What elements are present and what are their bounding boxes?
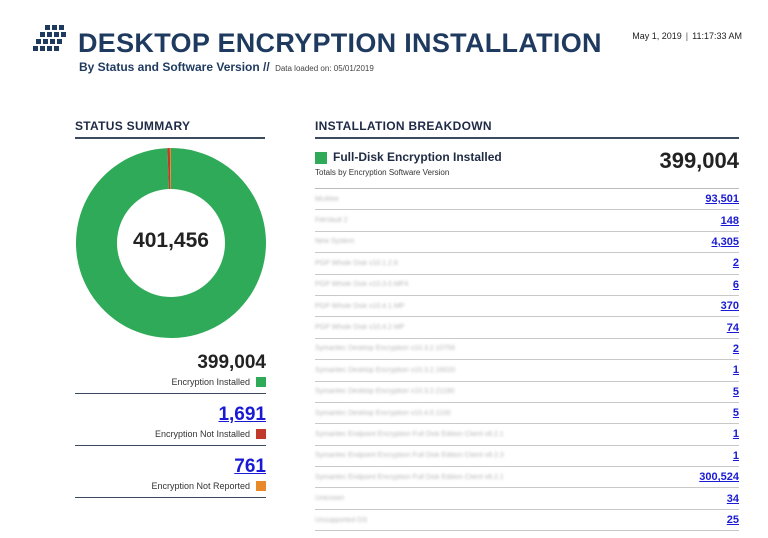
divider [75, 497, 266, 498]
installed-swatch [256, 377, 266, 387]
subtitle-text: By Status and Software Version // [79, 60, 270, 74]
not-reported-count-link[interactable]: 761 [234, 456, 266, 477]
table-row: Symantec Desktop Encryption v10.3.2.2118… [315, 382, 739, 403]
table-row: McAfee 93,501 [315, 189, 739, 211]
data-loaded-date: Data loaded on: 05/01/2019 [275, 64, 374, 73]
row-count-link[interactable]: 5 [732, 407, 739, 420]
software-version-name: Symantec Desktop Encryption v10.4.0.1100 [315, 409, 451, 417]
breakdown-summary: Full-Disk Encryption Installed Totals by… [315, 148, 739, 184]
table-row: Symantec Endpoint Encryption Full Disk E… [315, 467, 739, 489]
software-version-name: PGP Whole Disk v10.3.0.MP4 [315, 281, 409, 289]
row-count-link[interactable]: 5 [732, 385, 739, 398]
table-row: Symantec Desktop Encryption v10.3.2.1602… [315, 360, 739, 382]
divider [75, 393, 266, 394]
row-count-link[interactable]: 370 [720, 300, 739, 313]
table-row: PGP Whole Disk v10.4.1.MP 370 [315, 296, 739, 318]
donut-slice-encryption-installed [76, 148, 266, 338]
donut-total-value: 401,456 [133, 229, 209, 252]
breakdown-subtitle: Totals by Encryption Software Version [315, 168, 450, 177]
software-version-name: Unknown [315, 495, 345, 503]
software-version-name: Unsupported OS [315, 516, 368, 524]
row-count-link[interactable]: 148 [720, 214, 739, 227]
status-donut-chart [76, 148, 266, 338]
table-row: Symantec Endpoint Encryption Full Disk E… [315, 424, 739, 446]
software-version-name: Symantec Desktop Encryption v10.3.2.1075… [315, 345, 456, 353]
page-subtitle: By Status and Software Version // Data l… [79, 60, 374, 74]
table-row: Symantec Desktop Encryption v10.3.2.1075… [315, 339, 739, 361]
installed-count: 399,004 [197, 352, 266, 373]
software-version-name: Symantec Desktop Encryption v10.3.2.1602… [315, 366, 456, 374]
table-row: PGP Whole Disk v10.4.2.MP 74 [315, 317, 739, 339]
row-count-link[interactable]: 4,305 [711, 235, 739, 248]
status-not-installed: 1,691 Encryption Not Installed [75, 404, 266, 446]
grid-logo-icon [33, 25, 66, 51]
software-version-name: Symantec Endpoint Encryption Full Disk E… [315, 473, 504, 481]
installed-swatch [315, 152, 327, 164]
not-installed-swatch [256, 429, 266, 439]
installation-breakdown-heading: INSTALLATION BREAKDOWN [315, 119, 739, 139]
software-version-name: FileVault 2 [315, 217, 348, 225]
breakdown-title: Full-Disk Encryption Installed [333, 150, 502, 164]
software-version-name: PGP Whole Disk v10.1.2.6 [315, 259, 398, 267]
software-version-name: Symantec Endpoint Encryption Full Disk E… [315, 452, 504, 460]
software-version-name: McAfee [315, 195, 339, 203]
table-row: Symantec Desktop Encryption v10.4.0.1100… [315, 403, 739, 425]
not-reported-label: Encryption Not Reported [151, 481, 250, 491]
not-reported-swatch [256, 481, 266, 491]
table-row: Unsupported OS 25 [315, 510, 739, 532]
table-row: FileVault 2 148 [315, 210, 739, 232]
row-count-link[interactable]: 1 [732, 449, 739, 462]
status-not-reported: 761 Encryption Not Reported [75, 456, 266, 498]
row-count-link[interactable]: 74 [726, 321, 739, 334]
row-count-link[interactable]: 2 [732, 342, 739, 355]
status-summary-heading: STATUS SUMMARY [75, 119, 265, 139]
report-date: May 1, 2019 [632, 31, 682, 41]
software-version-name: PGP Whole Disk v10.4.2.MP [315, 324, 405, 332]
software-version-name: PGP Whole Disk v10.4.1.MP [315, 302, 405, 310]
row-count-link[interactable]: 34 [726, 492, 739, 505]
software-version-name: Symantec Endpoint Encryption Full Disk E… [315, 430, 504, 438]
row-count-link[interactable]: 6 [732, 278, 739, 291]
not-installed-label: Encryption Not Installed [154, 429, 250, 439]
breakdown-table: McAfee 93,501 FileVault 2 148 New System 4,30… [315, 188, 739, 532]
installed-label: Encryption Installed [171, 377, 250, 387]
row-count-link[interactable]: 93,501 [705, 193, 739, 206]
row-count-link[interactable]: 25 [726, 514, 739, 527]
status-installed: 399,004 Encryption Installed [75, 352, 266, 394]
software-version-name: New System [315, 238, 355, 246]
software-version-name: Symantec Desktop Encryption v10.3.2.2118… [315, 388, 455, 396]
donut-slice-encryption-not-reported [169, 148, 171, 190]
table-row: PGP Whole Disk v10.3.0.MP4 6 [315, 275, 739, 296]
row-count-link[interactable]: 1 [732, 428, 739, 441]
report-timestamp: May 1, 2019 | 11:17:33 AM [632, 31, 742, 41]
page-title: DESKTOP ENCRYPTION INSTALLATION [78, 28, 602, 58]
breakdown-total: 399,004 [659, 148, 739, 173]
table-row: Unknown 34 [315, 488, 739, 510]
not-installed-count-link[interactable]: 1,691 [218, 404, 266, 425]
donut-slice-encryption-not-installed [167, 148, 171, 190]
divider [75, 445, 266, 446]
row-count-link[interactable]: 1 [732, 364, 739, 377]
table-row: New System 4,305 [315, 232, 739, 254]
row-count-link[interactable]: 300,524 [699, 471, 739, 484]
table-row: PGP Whole Disk v10.1.2.6 2 [315, 253, 739, 275]
row-count-link[interactable]: 2 [732, 257, 739, 270]
table-row: Symantec Endpoint Encryption Full Disk E… [315, 446, 739, 468]
report-time: 11:17:33 AM [692, 31, 742, 41]
